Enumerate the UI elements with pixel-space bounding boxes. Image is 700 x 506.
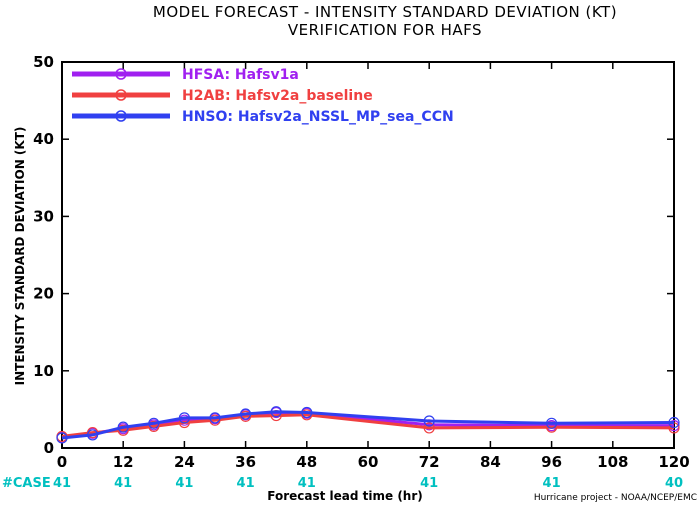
x-axis-title: Forecast lead time (hr)	[267, 489, 423, 503]
x-tick-label: 12	[113, 453, 134, 471]
legend-label-1: HFSA: Hafsv1a	[182, 67, 299, 83]
x-tick-label: 96	[541, 453, 562, 471]
y-tick-label: 30	[33, 207, 54, 225]
case-count: 41	[175, 476, 193, 491]
series-3-point	[668, 416, 680, 429]
x-tick-label: 0	[57, 453, 67, 471]
series-3-point	[270, 406, 282, 418]
legend-marker-1	[115, 68, 127, 80]
chart-title-line2: VERIFICATION FOR HAFS	[288, 21, 482, 39]
x-tick-label: 48	[296, 453, 317, 471]
case-counts: #CASE 41 41 41 41 41 41 41 40	[2, 476, 683, 491]
series-3-point	[86, 429, 99, 441]
y-tick-label: 0	[44, 439, 54, 457]
x-tick-label: 84	[480, 453, 501, 471]
series-3-point	[148, 417, 160, 429]
y-tick-label: 20	[33, 285, 54, 303]
x-tick-label: 36	[235, 453, 256, 471]
series-lines	[56, 406, 680, 444]
y-tick-label: 50	[33, 53, 54, 71]
series-2-point	[148, 420, 160, 432]
series-3-point	[117, 421, 129, 433]
chart-title-line1: MODEL FORECAST - INTENSITY STANDARD DEVI…	[153, 3, 617, 21]
series-2-point	[423, 422, 435, 434]
series-3-point	[240, 408, 252, 420]
case-count: 41	[298, 476, 316, 491]
series-3-point	[56, 432, 68, 444]
case-count: 41	[420, 476, 438, 491]
series-3-point	[301, 406, 313, 419]
axes: 0 12 24 36 48 60 72 84 96 108 120 0 10 20 30 40 50	[33, 53, 690, 471]
series-3-point	[178, 412, 190, 424]
case-row-label: #CASE	[2, 476, 51, 491]
legend-label-3: HNSO: Hafsv2a_NSSL_MP_sea_CCN	[182, 109, 454, 125]
case-count: 41	[237, 476, 255, 491]
case-count: 40	[665, 476, 683, 491]
legend: HFSA: Hafsv1a H2AB: Hafsv2a_baseline HNSO:…	[72, 67, 454, 125]
series-3-point	[545, 417, 558, 429]
x-tick-label: 24	[174, 453, 195, 471]
legend-marker-3	[115, 110, 127, 122]
x-tick-label: 72	[419, 453, 440, 471]
legend-label-2: H2AB: Hafsv2a_baseline	[182, 88, 373, 104]
y-tick-label: 10	[33, 362, 54, 380]
credit-text: Hurricane project - NOAA/NCEP/EMC	[534, 493, 697, 503]
legend-marker-2	[115, 89, 127, 101]
x-tick-label: 108	[597, 453, 628, 471]
x-tick-label: 120	[658, 453, 689, 471]
case-count: 41	[114, 476, 132, 491]
series-2-point	[117, 424, 129, 436]
case-count: 41	[543, 476, 561, 491]
case-count: 41	[53, 476, 71, 491]
y-tick-label: 40	[33, 130, 54, 148]
y-axis-title: INTENSITY STANDARD DEVIATION (KT)	[13, 127, 27, 386]
series-3-point	[209, 412, 221, 424]
x-tick-label: 60	[358, 453, 379, 471]
series-3-point	[423, 415, 435, 427]
